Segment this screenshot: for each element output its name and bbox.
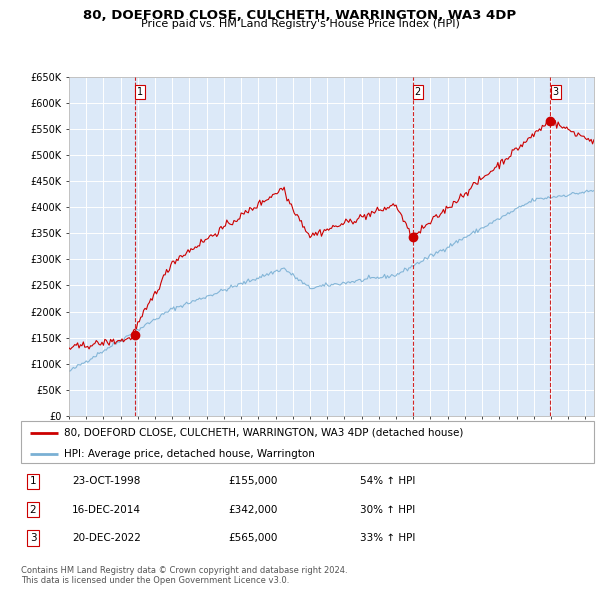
Text: 1: 1 <box>29 477 37 486</box>
Text: 20-DEC-2022: 20-DEC-2022 <box>72 533 141 543</box>
Text: £342,000: £342,000 <box>228 505 277 514</box>
Text: Price paid vs. HM Land Registry's House Price Index (HPI): Price paid vs. HM Land Registry's House … <box>140 19 460 30</box>
Text: 23-OCT-1998: 23-OCT-1998 <box>72 477 140 486</box>
Text: HPI: Average price, detached house, Warrington: HPI: Average price, detached house, Warr… <box>64 449 315 459</box>
Text: £155,000: £155,000 <box>228 477 277 486</box>
Text: 3: 3 <box>29 533 37 543</box>
Text: 2: 2 <box>415 87 421 97</box>
Text: 80, DOEFORD CLOSE, CULCHETH, WARRINGTON, WA3 4DP: 80, DOEFORD CLOSE, CULCHETH, WARRINGTON,… <box>83 9 517 22</box>
Text: 30% ↑ HPI: 30% ↑ HPI <box>360 505 415 514</box>
Text: Contains HM Land Registry data © Crown copyright and database right 2024.
This d: Contains HM Land Registry data © Crown c… <box>21 566 347 585</box>
Text: £565,000: £565,000 <box>228 533 277 543</box>
Text: 33% ↑ HPI: 33% ↑ HPI <box>360 533 415 543</box>
Text: 80, DOEFORD CLOSE, CULCHETH, WARRINGTON, WA3 4DP (detached house): 80, DOEFORD CLOSE, CULCHETH, WARRINGTON,… <box>64 428 463 438</box>
Text: 54% ↑ HPI: 54% ↑ HPI <box>360 477 415 486</box>
Text: 1: 1 <box>137 87 143 97</box>
Text: 3: 3 <box>553 87 559 97</box>
Text: 16-DEC-2014: 16-DEC-2014 <box>72 505 141 514</box>
Text: 2: 2 <box>29 505 37 514</box>
